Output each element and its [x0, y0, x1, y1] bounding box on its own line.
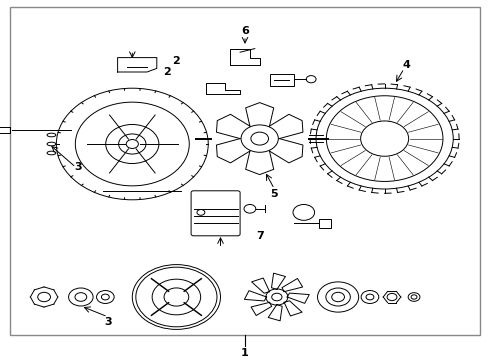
- Text: 5: 5: [270, 189, 278, 199]
- Text: 1: 1: [241, 348, 249, 358]
- Text: 2: 2: [172, 56, 180, 66]
- Text: 6: 6: [241, 26, 249, 36]
- Text: 4: 4: [403, 60, 411, 70]
- Text: 2: 2: [163, 67, 171, 77]
- Text: 7: 7: [256, 231, 264, 241]
- Text: 3: 3: [74, 162, 82, 172]
- Text: 3: 3: [104, 317, 112, 327]
